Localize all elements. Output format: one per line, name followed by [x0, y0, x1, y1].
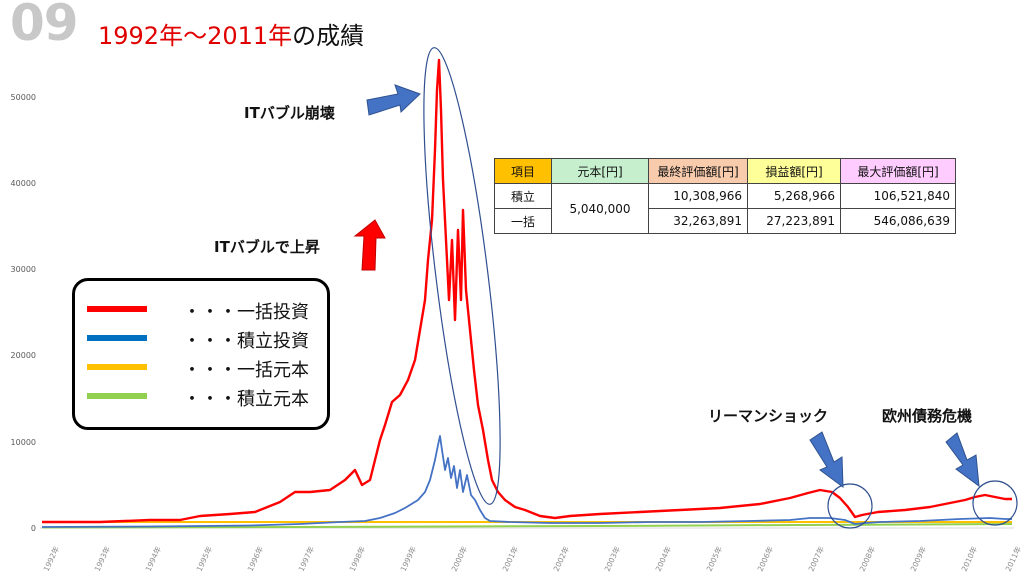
x-tick-label: 1998年: [347, 544, 368, 573]
y-tick-label: 10000: [11, 438, 36, 447]
x-tick-label: 1992年: [41, 544, 62, 573]
legend-item: ・・・一括投資: [87, 299, 327, 323]
y-tick-label: 30000: [11, 265, 36, 274]
row-label: 一括: [494, 208, 552, 234]
x-tick-label: 1996年: [245, 544, 266, 573]
series-accum-principal: [41, 523, 1013, 529]
final-value-cell: 10,308,966: [648, 183, 748, 209]
row-label: 積立: [494, 183, 552, 209]
y-tick-label: 20000: [11, 351, 36, 360]
lehman-arrow-icon: [809, 431, 844, 489]
table-header: 損益額[円]: [747, 158, 841, 184]
lehman-label: リーマンショック: [708, 407, 828, 425]
euro-crisis-highlight-circle: [972, 480, 1018, 526]
x-tick-label: 1999年: [398, 544, 419, 573]
bubble-highlight-ellipse: [423, 47, 501, 505]
legend-label: ・・・積立元本: [183, 389, 309, 410]
table-row: 積立 5,040,000 10,308,966 5,268,966 106,52…: [494, 183, 956, 234]
legend-item: ・・・一括元本: [87, 357, 327, 381]
series-accumulation: [41, 435, 1012, 528]
legend-label: ・・・積立投資: [183, 331, 309, 352]
slide-number: 09: [10, 0, 79, 52]
legend-swatch: [87, 364, 147, 370]
bubble-collapse-arrow-icon: [366, 84, 421, 116]
slide-title: 1992年〜2011年の成績: [98, 16, 364, 51]
bubble-rise-arrow-icon: [353, 219, 386, 271]
x-tick-label: 2010年: [959, 544, 980, 573]
bubble-collapse-label: ITバブル崩壊: [244, 104, 335, 122]
y-tick-label: 50000: [11, 93, 36, 102]
title-suffix: の成績: [292, 22, 365, 50]
table-header: 最終評価額[円]: [648, 158, 748, 184]
x-tick-label: 2008年: [857, 544, 878, 573]
x-tick-label: 2006年: [755, 544, 776, 573]
euro-crisis-arrow-icon: [945, 432, 980, 488]
legend-swatch: [87, 335, 147, 341]
y-tick-label: 0: [31, 524, 36, 533]
x-tick-label: 2005年: [704, 544, 725, 573]
max-value-cell: 546,086,639: [840, 208, 956, 234]
legend-label: ・・・一括元本: [183, 360, 309, 381]
x-tick-label: 1997年: [296, 544, 317, 573]
x-tick-label: 2007年: [806, 544, 827, 573]
profit-cell: 5,268,966: [747, 183, 841, 209]
bubble-rise-label: ITバブルで上昇: [214, 238, 320, 256]
x-tick-label: 1993年: [92, 544, 113, 573]
title-period: 1992年〜2011年: [98, 22, 293, 50]
table-header: 最大評価額[円]: [840, 158, 956, 184]
x-tick-label: 2002年: [551, 544, 572, 573]
legend-swatch: [87, 393, 147, 399]
x-tick-label: 2004年: [653, 544, 674, 573]
series-lumpsum: [42, 58, 1012, 524]
profit-cell: 27,223,891: [747, 208, 841, 234]
x-tick-label: 1995年: [194, 544, 215, 573]
principal-cell: 5,040,000: [551, 183, 649, 234]
legend-swatch: [87, 306, 147, 312]
final-value-cell: 32,263,891: [648, 208, 748, 234]
table-header: 元本[円]: [551, 158, 649, 184]
legend-label: ・・・一括投資: [183, 302, 309, 323]
y-tick-label: 40000: [11, 179, 36, 188]
x-tick-label: 2009年: [908, 544, 929, 573]
x-tick-label: 2011年: [1003, 544, 1024, 573]
x-tick-label: 2001年: [500, 544, 521, 573]
lehman-highlight-circle: [827, 483, 873, 529]
legend: ・・・一括投資 ・・・積立投資 ・・・一括元本 ・・・積立元本: [72, 278, 330, 430]
x-tick-label: 2000年: [449, 544, 470, 573]
table-header-row: 項目 元本[円] 最終評価額[円] 損益額[円] 最大評価額[円]: [494, 158, 956, 184]
euro-crisis-label: 欧州債務危機: [882, 407, 972, 425]
table-header: 項目: [494, 158, 552, 184]
legend-item: ・・・積立投資: [87, 328, 327, 352]
max-value-cell: 106,521,840: [840, 183, 956, 209]
x-tick-label: 1994年: [143, 544, 164, 573]
results-table: 項目 元本[円] 最終評価額[円] 損益額[円] 最大評価額[円] 積立 5,0…: [494, 158, 956, 234]
table-row: 一括 32,263,891 27,223,891 546,086,639: [494, 208, 956, 234]
legend-item: ・・・積立元本: [87, 386, 327, 410]
x-tick-label: 2003年: [602, 544, 623, 573]
